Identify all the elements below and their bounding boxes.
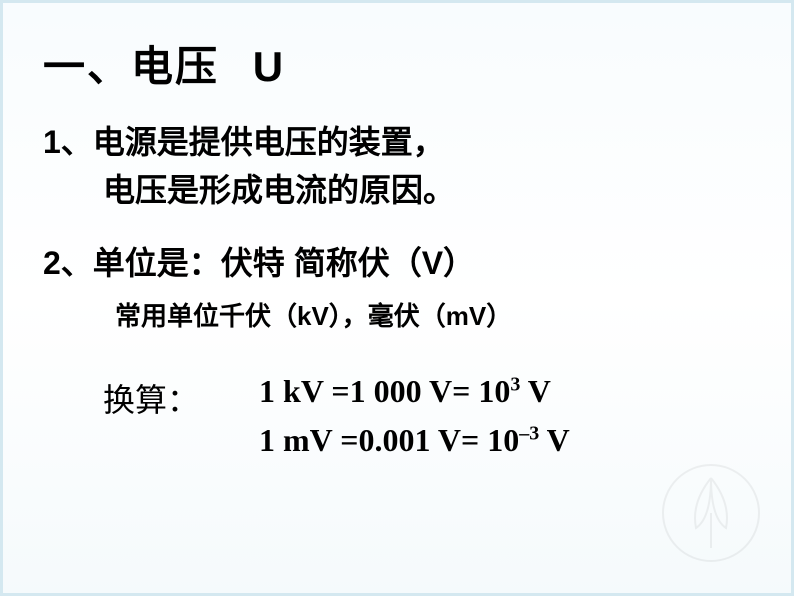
point-2-main: 2、单位是：伏特 简称伏（V） <box>43 238 751 284</box>
title-prefix: 一、电压 <box>43 43 219 90</box>
point-1: 1、电源是提供电压的装置， 电压是形成电流的原因。 <box>43 118 751 214</box>
conversion-line-1: 1 kV =1 000 V= 103 V <box>259 373 570 410</box>
conversion-line-2: 1 mV =0.001 V= 10–3 V <box>259 422 570 459</box>
leaf-watermark-icon <box>661 463 761 563</box>
conversion-label: 换算： <box>103 373 199 421</box>
section-title: 一、电压 U <box>43 33 751 94</box>
conversion-lines: 1 kV =1 000 V= 103 V 1 mV =0.001 V= 10–3… <box>259 373 570 459</box>
slide-content: 一、电压 U 1、电源是提供电压的装置， 电压是形成电流的原因。 2、单位是：伏… <box>3 3 791 489</box>
conversion-section: 换算： 1 kV =1 000 V= 103 V 1 mV =0.001 V= … <box>43 373 751 459</box>
conv1-prefix: 1 kV =1 000 V= 10 <box>259 373 510 409</box>
conv1-suffix: V <box>520 373 551 409</box>
point1-line2: 电压是形成电流的原因。 <box>43 166 751 214</box>
title-symbol: U <box>253 43 285 90</box>
point-2-sub: 常用单位千伏（kV），毫伏（mV） <box>43 296 751 333</box>
conv1-exp: 3 <box>510 373 520 395</box>
point1-line1: 1、电源是提供电压的装置， <box>43 118 751 166</box>
conv2-suffix: V <box>539 422 570 458</box>
conv2-prefix: 1 mV =0.001 V= 10 <box>259 422 519 458</box>
conv2-exp: –3 <box>519 422 539 444</box>
